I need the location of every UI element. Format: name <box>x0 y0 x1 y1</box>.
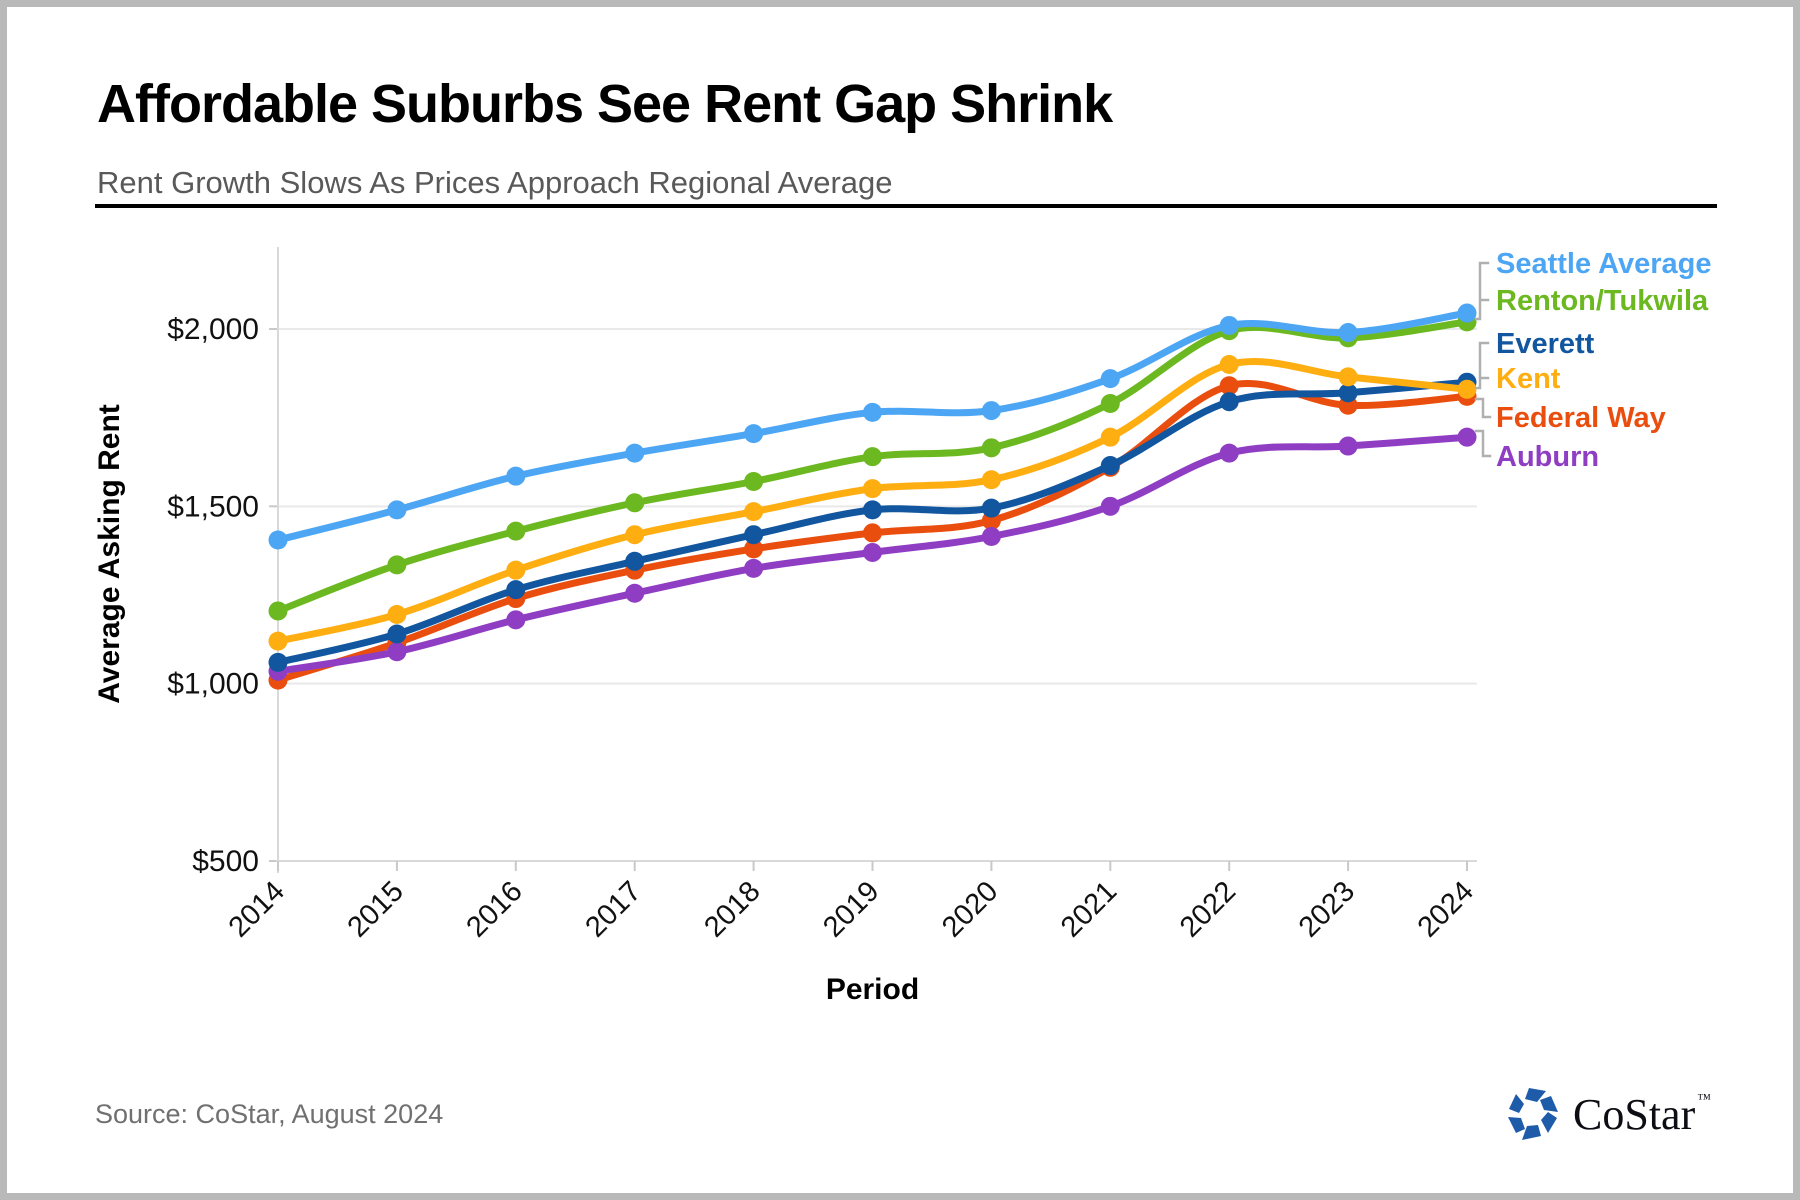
legend-label-federal-way: Federal Way <box>1496 402 1666 434</box>
point-seattle-average-2020 <box>981 401 1001 421</box>
x-tick-label-2024: 2024 <box>1412 875 1480 943</box>
source-note: Source: CoStar, August 2024 <box>95 1099 444 1129</box>
point-auburn-2015 <box>387 642 407 662</box>
legend-bracket-1 <box>1474 341 1490 390</box>
point-renton-tukwila-2018 <box>744 472 764 492</box>
y-tick-label-1500: $1,500 <box>167 490 259 523</box>
y-tick-label-1000: $1,000 <box>167 668 259 701</box>
point-seattle-average-2021 <box>1100 369 1120 389</box>
legend-label-renton-tukwila: Renton/Tukwila <box>1496 285 1709 317</box>
title-divider <box>95 204 1717 208</box>
point-auburn-2023 <box>1338 436 1358 456</box>
point-auburn-2022 <box>1219 443 1239 463</box>
point-everett-2014 <box>268 652 288 672</box>
point-everett-2018 <box>744 525 764 545</box>
x-axis-title: Period <box>826 973 919 1006</box>
y-tick-label-500: $500 <box>192 845 259 878</box>
x-tick-label-2021: 2021 <box>1055 875 1123 943</box>
legend-bracket-0 <box>1474 261 1490 321</box>
point-renton-tukwila-2019 <box>863 447 882 467</box>
point-kent-2021 <box>1100 427 1120 447</box>
point-everett-2021 <box>1100 456 1120 476</box>
legend-label-kent: Kent <box>1496 363 1561 395</box>
legend-label-seattle-average: Seattle Average <box>1496 248 1711 280</box>
legend-label-auburn: Auburn <box>1496 441 1599 473</box>
point-federal-way-2019 <box>863 523 882 543</box>
point-auburn-2021 <box>1100 496 1120 516</box>
point-renton-tukwila-2015 <box>387 555 407 575</box>
point-everett-2022 <box>1219 392 1239 412</box>
point-everett-2023 <box>1338 383 1358 403</box>
x-tick-label-2023: 2023 <box>1293 875 1361 943</box>
x-tick-label-2015: 2015 <box>342 875 410 943</box>
point-renton-tukwila-2014 <box>268 601 288 621</box>
point-renton-tukwila-2016 <box>506 521 526 541</box>
point-auburn-2016 <box>506 610 526 630</box>
y-axis-title: Average Asking Rent <box>93 404 126 704</box>
legend-label-everett: Everett <box>1496 328 1595 360</box>
point-kent-2023 <box>1338 367 1358 387</box>
point-seattle-average-2015 <box>387 500 407 520</box>
y-tick-label-2000: $2,000 <box>167 313 259 346</box>
point-everett-2017 <box>625 551 645 571</box>
point-kent-2022 <box>1219 354 1239 374</box>
point-everett-2019 <box>863 500 882 520</box>
point-renton-tukwila-2021 <box>1100 393 1120 413</box>
point-kent-2024 <box>1457 379 1477 399</box>
x-tick-label-2016: 2016 <box>461 875 529 943</box>
point-renton-tukwila-2017 <box>625 493 645 513</box>
point-auburn-2017 <box>625 583 645 603</box>
point-kent-2019 <box>863 479 882 499</box>
point-seattle-average-2024 <box>1457 303 1477 323</box>
point-kent-2020 <box>981 470 1001 490</box>
point-kent-2017 <box>625 525 645 545</box>
point-federal-way-2018 <box>744 539 764 559</box>
point-seattle-average-2019 <box>863 402 882 422</box>
point-everett-2015 <box>387 624 407 644</box>
point-kent-2014 <box>268 631 288 651</box>
point-kent-2015 <box>387 605 407 625</box>
x-tick-label-2020: 2020 <box>936 875 1004 943</box>
trademark-symbol: ™ <box>1697 1092 1711 1107</box>
page-subtitle: Rent Growth Slows As Prices Approach Reg… <box>97 165 893 200</box>
point-renton-tukwila-2020 <box>981 438 1001 458</box>
legend-bracket-3 <box>1474 429 1492 458</box>
legend-bracket-2 <box>1474 397 1492 419</box>
rent-line-chart: $500 $1,000 $1,500 $2,000 2014 2015 2016 2017 20… <box>93 247 1711 1006</box>
point-kent-2016 <box>506 560 526 580</box>
x-tick-label-2018: 2018 <box>698 875 766 943</box>
costar-pinwheel-icon <box>1508 1088 1558 1140</box>
point-kent-2018 <box>744 502 764 522</box>
costar-logotype: CoStar <box>1573 1089 1696 1139</box>
page-title: Affordable Suburbs See Rent Gap Shrink <box>97 74 1113 134</box>
point-auburn-2019 <box>863 542 882 562</box>
point-seattle-average-2022 <box>1219 315 1239 335</box>
x-tick-label-2014: 2014 <box>223 875 291 943</box>
point-seattle-average-2017 <box>625 443 645 463</box>
point-seattle-average-2016 <box>506 466 526 486</box>
point-seattle-average-2023 <box>1338 323 1358 343</box>
point-auburn-2018 <box>744 558 764 578</box>
x-tick-label-2017: 2017 <box>579 875 647 943</box>
costar-logo: CoStar ™ <box>1507 1085 1711 1143</box>
point-federal-way-2022 <box>1219 376 1239 396</box>
point-auburn-2024 <box>1457 427 1477 447</box>
point-auburn-2020 <box>981 526 1001 546</box>
point-everett-2020 <box>981 498 1001 518</box>
point-everett-2016 <box>506 580 526 600</box>
x-tick-label-2022: 2022 <box>1174 875 1242 943</box>
point-seattle-average-2018 <box>744 424 764 444</box>
x-tick-label-2019: 2019 <box>817 875 885 943</box>
point-seattle-average-2014 <box>268 530 288 550</box>
